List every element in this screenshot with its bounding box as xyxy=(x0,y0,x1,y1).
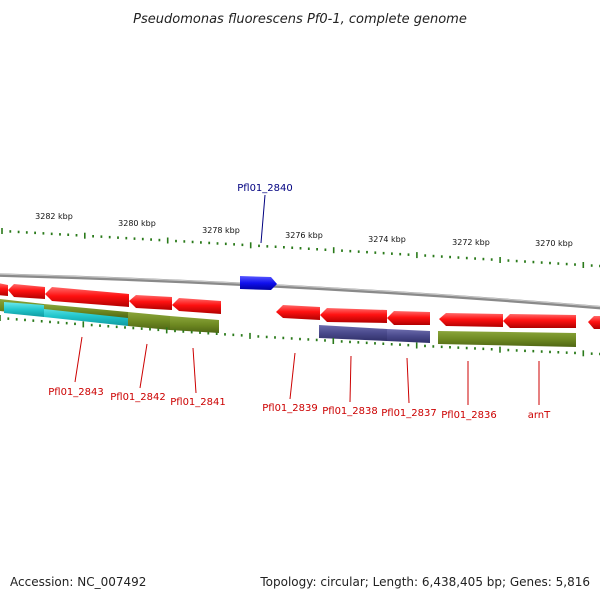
gene-arrows xyxy=(0,276,600,329)
leader-pfl01-2841 xyxy=(192,347,197,394)
gene-label-arnt[interactable]: arnT xyxy=(528,410,551,421)
gene-arrow-pfl01-2840[interactable] xyxy=(240,276,277,290)
gene-label-pfl01-2841[interactable]: Pfl01_2841 xyxy=(170,397,226,408)
gene-arrow-right-edge[interactable] xyxy=(588,316,600,329)
scale-ticks-upper xyxy=(1,228,600,268)
genome-summary-text: Topology: circular; Length: 6,438,405 bp… xyxy=(259,575,590,589)
gene-arrow-pfl01-2841[interactable] xyxy=(172,298,221,314)
feature-bar-purple-2 xyxy=(387,329,430,343)
scale-label: 3276 kbp xyxy=(285,231,323,240)
gene-label-pfl01-2843[interactable]: Pfl01_2843 xyxy=(48,387,104,398)
feature-bar-olive-1 xyxy=(44,304,128,318)
gene-labels: Pfl01_2840 Pfl01_2843 Pfl01_2842 Pfl01_2… xyxy=(48,183,551,421)
scale-label: 3282 kbp xyxy=(35,212,73,221)
feature-bar-olive-4 xyxy=(438,331,576,347)
gene-arrow-left-small[interactable] xyxy=(8,284,45,299)
gene-label-pfl01-2836[interactable]: Pfl01_2836 xyxy=(441,410,497,421)
gene-arrow-left-edge[interactable] xyxy=(0,283,8,296)
gene-arrow-pfl01-2836[interactable] xyxy=(439,313,503,327)
map-title: Pseudomonas fluorescens Pf0-1, complete … xyxy=(133,12,467,27)
gene-label-pfl01-2839[interactable]: Pfl01_2839 xyxy=(262,403,318,414)
label-leaders xyxy=(74,194,540,405)
feature-bar-olive-2 xyxy=(128,312,170,330)
scale-label: 3280 kbp xyxy=(118,219,156,228)
leader-pfl01-2842 xyxy=(139,343,148,389)
accession-text: Accession: NC_007492 xyxy=(10,575,146,589)
scale-label: 3272 kbp xyxy=(452,238,490,247)
leader-pfl01-2837 xyxy=(406,357,410,404)
scale-label: 3274 kbp xyxy=(368,235,406,244)
leader-pfl01-2838 xyxy=(349,355,352,403)
feature-bar-purple-1 xyxy=(319,325,387,341)
leader-pfl01-2840 xyxy=(260,194,266,244)
gene-label-pfl01-2840[interactable]: Pfl01_2840 xyxy=(237,183,293,194)
gene-arrow-pfl01-2842[interactable] xyxy=(129,295,172,310)
gene-label-pfl01-2842[interactable]: Pfl01_2842 xyxy=(110,392,166,403)
scale-ticks-lower xyxy=(0,315,600,357)
feature-bar-cyan-1 xyxy=(4,302,44,317)
gene-arrow-pfl01-2843[interactable] xyxy=(45,287,129,307)
gene-arrow-pfl01-2838[interactable] xyxy=(320,308,387,323)
feature-bar-olive-3 xyxy=(170,316,219,333)
scale-labels: 3282 kbp 3280 kbp 3278 kbp 3276 kbp 3274… xyxy=(35,212,573,248)
genome-backbone-highlight xyxy=(0,273,600,308)
gene-label-pfl01-2838[interactable]: Pfl01_2838 xyxy=(322,406,378,417)
gene-arrow-arnt[interactable] xyxy=(503,314,576,328)
scale-label: 3278 kbp xyxy=(202,226,240,235)
genome-backbone xyxy=(0,273,600,310)
gene-arrow-pfl01-2839[interactable] xyxy=(276,305,320,320)
leader-pfl01-2839 xyxy=(289,352,296,400)
gene-arrow-pfl01-2837[interactable] xyxy=(387,311,430,325)
leader-pfl01-2843 xyxy=(74,336,83,383)
gene-label-pfl01-2837[interactable]: Pfl01_2837 xyxy=(381,408,437,419)
scale-label: 3270 kbp xyxy=(535,239,573,248)
feature-track xyxy=(0,299,576,347)
